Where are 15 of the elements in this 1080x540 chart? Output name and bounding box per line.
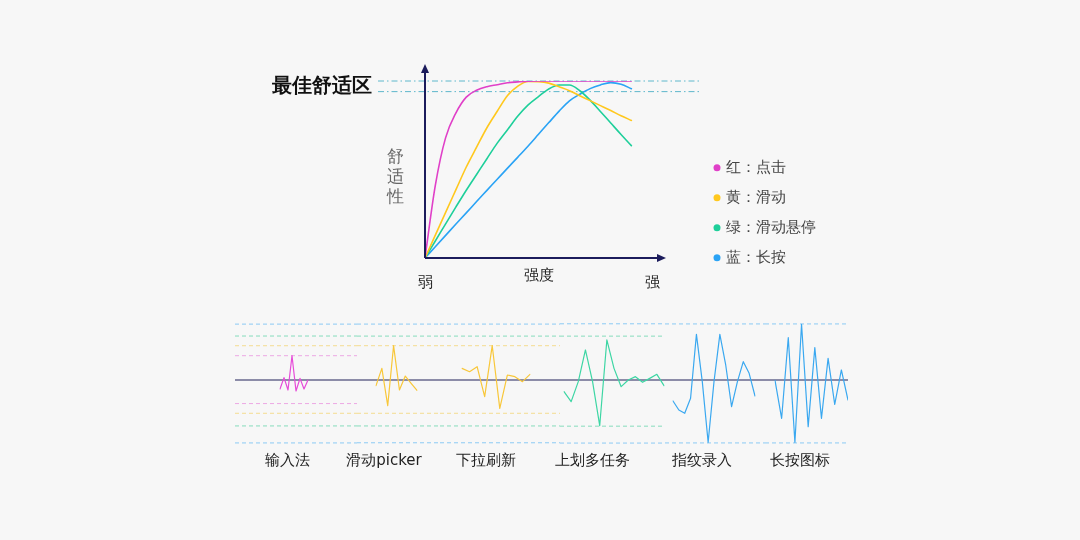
legend-label: 绿：滑动悬停 — [726, 217, 816, 236]
y-axis-title: 舒适性 — [385, 145, 404, 206]
x-tick-label: 强 — [644, 272, 660, 291]
ref-line-label: 最佳舒适区 — [271, 73, 372, 98]
legend-label: 红：点击 — [726, 157, 786, 176]
x-axis-title: 下拉刷新 — [456, 451, 516, 470]
legend-label: 黄：滑动 — [726, 187, 786, 206]
legend-label: 蓝：长按 — [726, 247, 786, 266]
x-axis-title: 输入法 — [264, 451, 310, 470]
x-axis-title: 指纹录入 — [672, 451, 732, 470]
x-axis-title: 滑动picker — [346, 451, 422, 470]
x-axis-title: 上划多任务 — [554, 451, 630, 470]
x-axis-title: 强度 — [523, 265, 554, 284]
x-axis-title: 长按图标 — [770, 451, 830, 470]
x-tick-label: 弱 — [417, 272, 433, 291]
